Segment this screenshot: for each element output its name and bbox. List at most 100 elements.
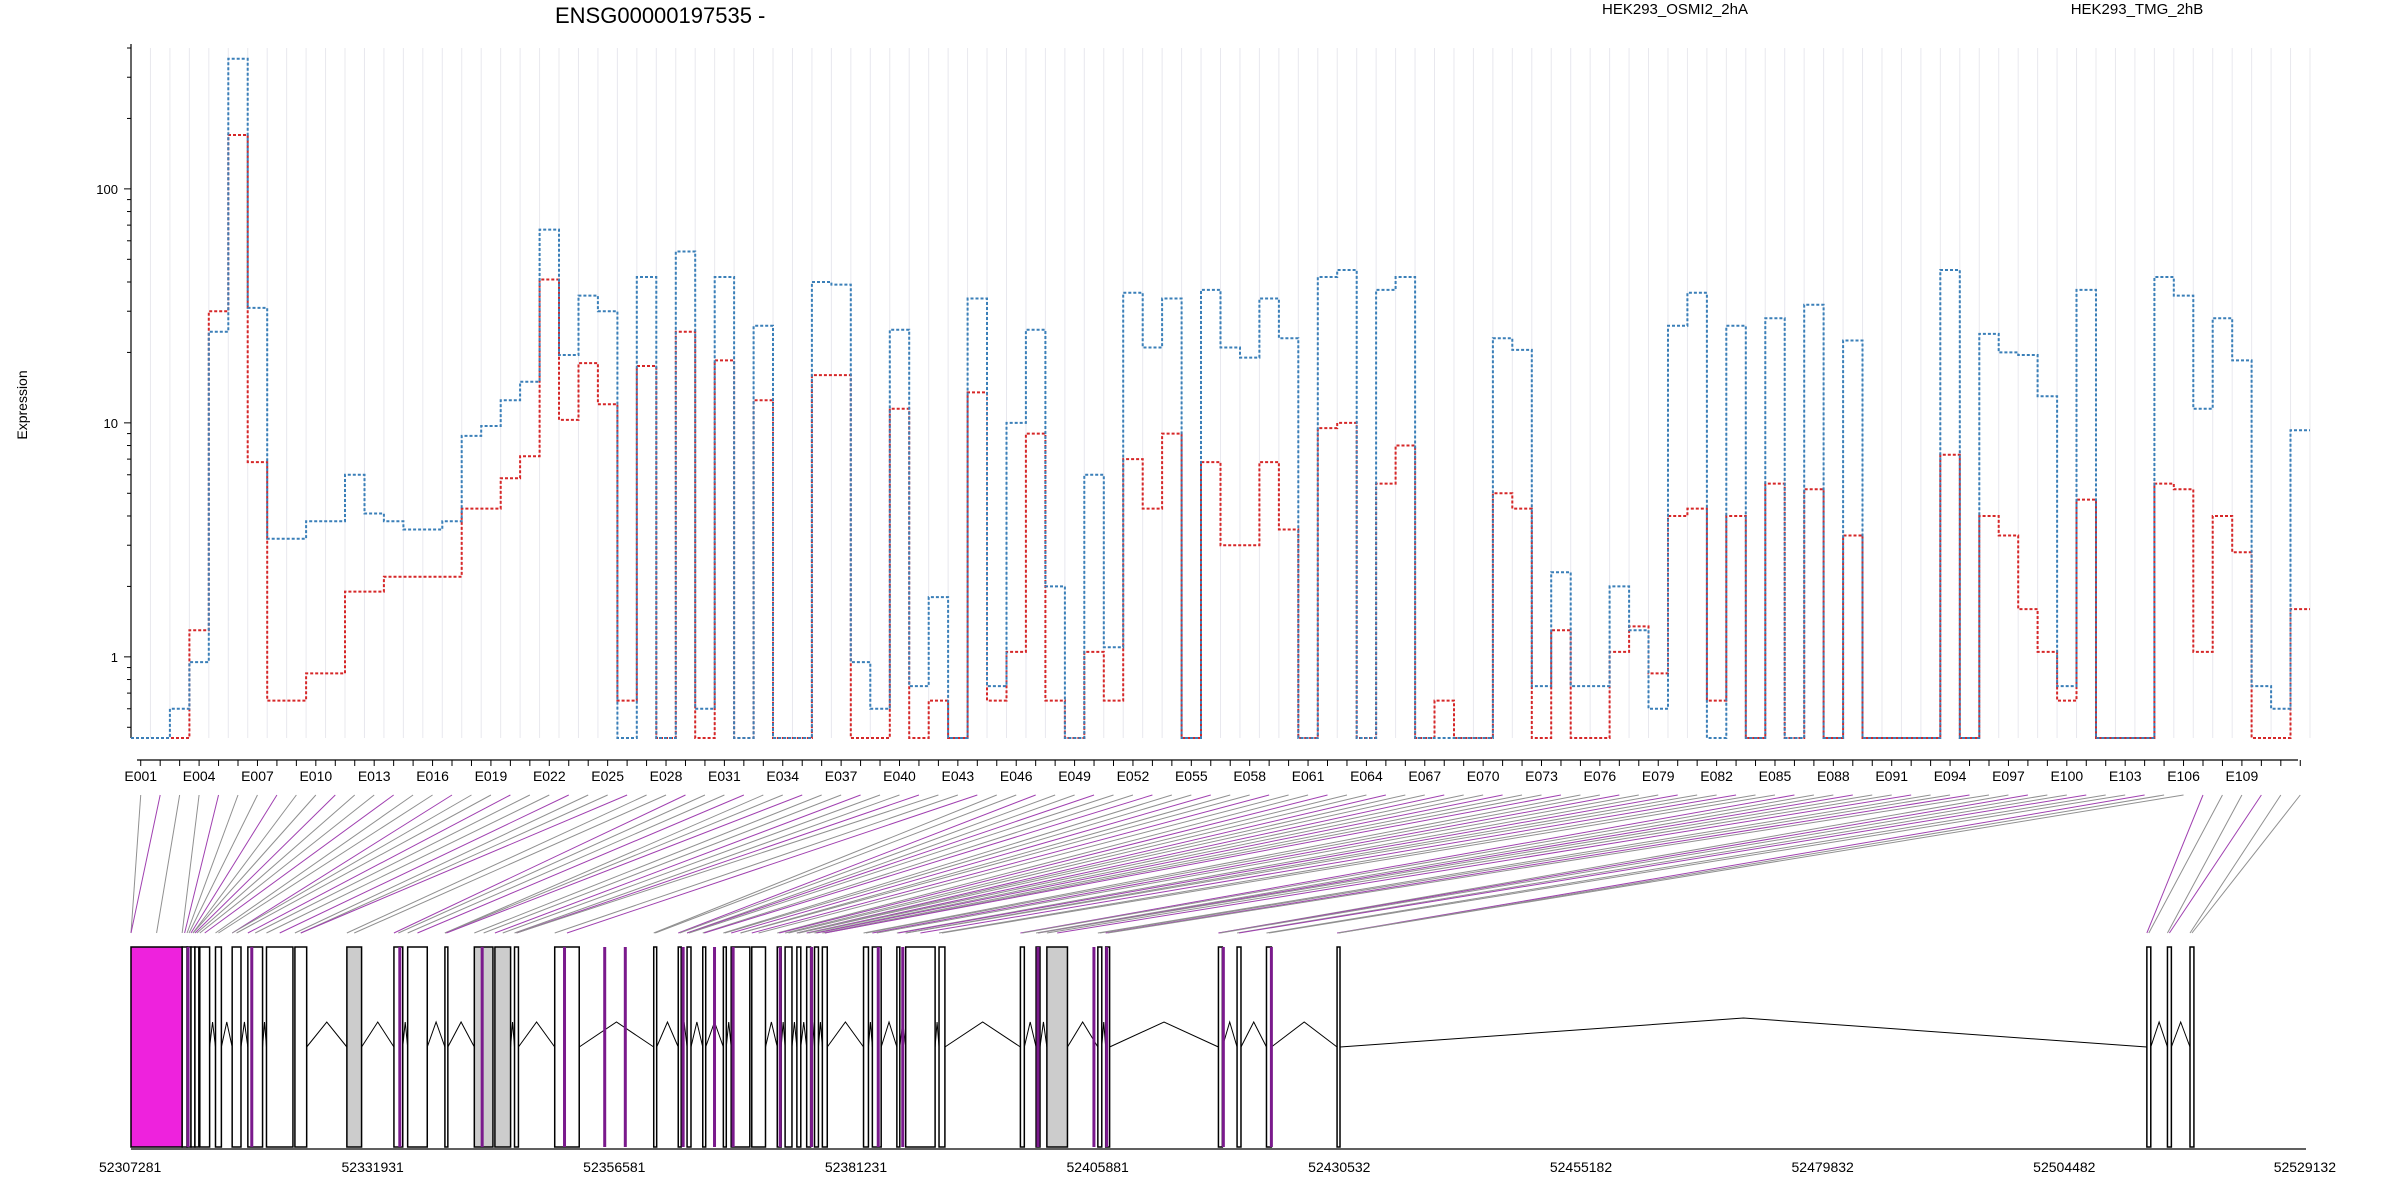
exon-connector — [1037, 794, 1853, 934]
exon-connector — [806, 794, 1445, 934]
exon-connector — [393, 794, 686, 934]
exon-label: E094 — [1934, 768, 1967, 784]
exon-block — [1019, 946, 1026, 1148]
exon-label: E016 — [416, 768, 449, 784]
exon-connector — [920, 794, 1737, 934]
exon-connector — [346, 794, 647, 934]
exon-connector — [784, 794, 1348, 934]
coordinate-label: 52504482 — [2033, 1159, 2096, 1175]
exon-block — [294, 946, 308, 1148]
intron-line — [220, 1021, 233, 1048]
highlighted-exon-mark — [810, 947, 814, 1147]
exon-connector — [279, 794, 569, 934]
exon-label: E073 — [1525, 768, 1558, 784]
exon-connector — [254, 794, 531, 934]
exon-grid — [130, 48, 2311, 738]
exon-connector — [731, 794, 1211, 934]
coordinate-label: 52479832 — [1792, 1159, 1855, 1175]
exon-label: E091 — [1875, 768, 1908, 784]
exon-connector — [2146, 794, 2204, 934]
gene-model — [130, 946, 2195, 1148]
exon-connector — [686, 794, 1095, 934]
intron-line — [1039, 1021, 1048, 1048]
genomic-coordinate-axis: 52307281 52331931 52356581 52381231 52405881… — [99, 1148, 2336, 1175]
exon-connector — [192, 794, 297, 934]
highlighted-exon-mark — [901, 947, 905, 1147]
exon-label: E058 — [1233, 768, 1266, 784]
exon-connector — [2148, 794, 2223, 934]
exon-label: E028 — [650, 768, 683, 784]
exon-block — [821, 946, 829, 1148]
y-axis: 1 10 100 — [96, 44, 132, 738]
exon-label: E097 — [1992, 768, 2025, 784]
exon-connector — [655, 794, 1017, 934]
intron-line — [1023, 1021, 1037, 1048]
highlighted-exon-mark — [1221, 947, 1225, 1147]
coordinate-label: 52356581 — [583, 1159, 646, 1175]
exon-connector — [354, 794, 667, 934]
intron-line — [1271, 1021, 1338, 1048]
y-axis-label: Expression — [14, 370, 30, 439]
exon-label: E082 — [1700, 768, 1733, 784]
exon-connector — [192, 794, 317, 934]
intron-line — [656, 1020, 679, 1048]
exon-block — [1336, 946, 1341, 1148]
exon-connector — [1097, 794, 1931, 934]
exon-label: E064 — [1350, 768, 1383, 784]
highlighted-exon-mark — [480, 947, 484, 1147]
exon-connector — [1338, 794, 2184, 934]
exon-label: E019 — [475, 768, 508, 784]
exon-block — [1097, 946, 1103, 1148]
exon-connector — [184, 794, 220, 934]
chart-title: ENSG00000197535 - — [555, 3, 765, 28]
exon-connector — [704, 794, 1153, 934]
intron-line — [209, 1021, 216, 1048]
exon-connector — [446, 794, 803, 934]
exon-connector — [1099, 794, 1951, 934]
exon-connector — [218, 794, 433, 934]
coordinate-label: 52455182 — [1550, 1159, 1613, 1175]
exon-label: E076 — [1584, 768, 1617, 784]
exon-block — [784, 946, 793, 1148]
exon-connector — [566, 794, 978, 934]
intron-line — [725, 1021, 732, 1048]
exon-connector — [196, 794, 356, 934]
highlighted-exon-mark — [563, 947, 567, 1147]
exon-connector — [796, 794, 1406, 934]
exon-block — [652, 946, 658, 1148]
exon-label: E055 — [1175, 768, 1208, 784]
exon-connector — [2167, 794, 2243, 934]
exon-label: E001 — [124, 768, 157, 784]
exon-block — [1236, 946, 1242, 1148]
exon-connector — [863, 794, 1581, 934]
exon-block — [199, 946, 211, 1148]
y-tick-label: 100 — [96, 182, 118, 197]
exon-connector — [808, 794, 1464, 934]
exon-connector — [688, 794, 1114, 934]
exon-connector — [905, 794, 1698, 934]
exon-connector — [1057, 794, 1912, 934]
highlighted-exon-mark — [603, 947, 607, 1147]
exon-block — [862, 946, 870, 1148]
intron-line — [2170, 1020, 2191, 1048]
exon-connector — [2189, 794, 2282, 934]
exon-connector — [2191, 794, 2301, 934]
exon-connector — [199, 794, 375, 934]
exon-block — [265, 946, 294, 1148]
exon-block — [1217, 946, 1224, 1148]
exon-connector — [130, 794, 142, 934]
intron-line — [944, 1021, 1021, 1048]
exon-connector — [483, 794, 842, 934]
highlighted-exon-mark — [250, 947, 254, 1147]
intron-line — [800, 1021, 808, 1048]
exon-connector — [814, 794, 1484, 934]
exon-connector — [724, 794, 1192, 934]
exon-connector — [777, 794, 1309, 934]
exon-connector — [194, 794, 336, 934]
exon-block — [904, 946, 936, 1148]
exon-label: E106 — [2167, 768, 2200, 784]
exon-connector — [1266, 794, 2106, 934]
highlighted-exon-mark — [1105, 947, 1109, 1147]
exon-connector — [300, 794, 628, 934]
exon-label: E004 — [183, 768, 216, 784]
